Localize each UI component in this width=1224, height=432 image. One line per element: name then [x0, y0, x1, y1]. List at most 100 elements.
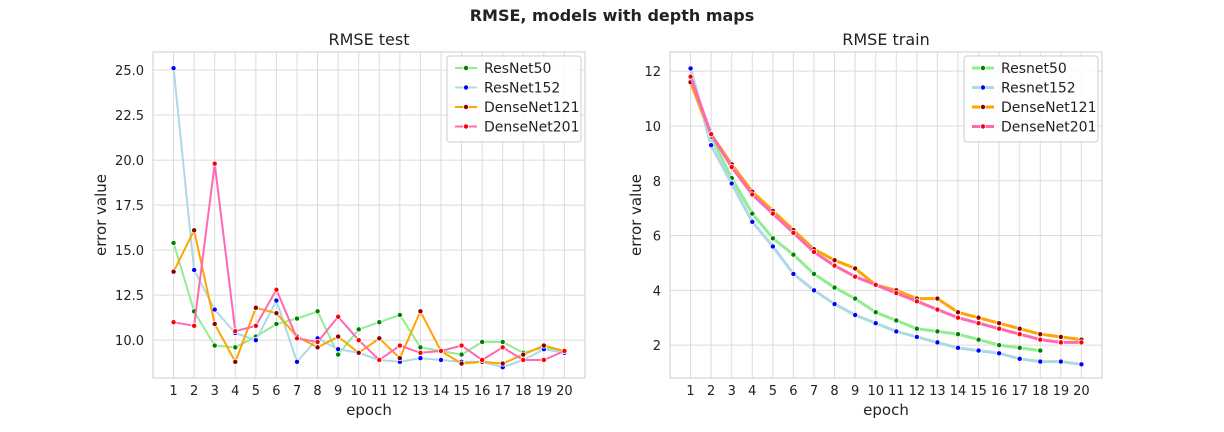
x-tick-label: 1: [686, 384, 694, 399]
legend-marker-swatch: [462, 104, 469, 111]
data-point: [520, 351, 527, 358]
x-tick-label: 11: [888, 384, 905, 399]
data-point: [955, 314, 962, 321]
data-point: [417, 308, 424, 315]
data-point: [687, 73, 694, 80]
y-tick-label: 15.0: [115, 244, 144, 259]
data-point: [852, 295, 859, 302]
data-point: [1037, 331, 1044, 338]
data-point: [252, 322, 259, 329]
data-point: [811, 287, 818, 294]
legend-box: [446, 55, 582, 143]
data-point: [893, 317, 900, 324]
data-point: [1078, 361, 1085, 368]
data-point: [934, 328, 941, 335]
legend-label: DenseNet201: [1001, 120, 1096, 136]
data-point: [170, 319, 177, 326]
data-point: [520, 356, 527, 363]
legend-box: [963, 55, 1099, 143]
data-point: [273, 297, 280, 304]
legend-marker-swatch: [462, 123, 469, 130]
data-point: [769, 210, 776, 217]
data-point: [499, 338, 506, 345]
data-point: [479, 338, 486, 345]
data-point: [458, 351, 465, 358]
data-point: [396, 311, 403, 318]
legend-marker-swatch: [980, 104, 987, 111]
y-tick-label: 20.0: [115, 154, 144, 169]
data-point: [852, 273, 859, 280]
x-tick-label: 9: [334, 384, 342, 399]
data-point: [1016, 331, 1023, 338]
legend: ResNet50 ResNet152 DenseNet121 DenseNet201: [446, 55, 582, 143]
data-point: [170, 65, 177, 72]
data-point: [273, 320, 280, 327]
legend-label: DenseNet201: [484, 120, 579, 136]
data-point: [955, 309, 962, 316]
data-point: [872, 320, 879, 327]
data-point: [769, 243, 776, 250]
panel-rmse-train: 1 2 3 4 5 6 7 8 9 10 11 12 13 14 15 16 17 18 19 2024681012R…: [627, 30, 1103, 419]
data-point: [975, 347, 982, 354]
data-point: [499, 344, 506, 351]
x-tick-label: 11: [371, 384, 388, 399]
y-tick-label: 2: [653, 339, 661, 354]
data-point: [211, 320, 218, 327]
chart-title: RMSE test: [329, 30, 410, 49]
data-point: [996, 342, 1003, 349]
data-point: [437, 347, 444, 354]
legend-marker-swatch: [980, 123, 987, 130]
legend-label: ResNet50: [484, 61, 551, 77]
data-point: [1078, 339, 1085, 346]
series-line: [689, 75, 1083, 344]
data-point: [1057, 358, 1064, 365]
x-tick-label: 5: [252, 384, 260, 399]
data-point: [355, 326, 362, 333]
y-tick-label: 6: [653, 230, 661, 245]
data-point: [872, 309, 879, 316]
legend-marker-swatch: [980, 84, 987, 91]
x-tick-label: 18: [515, 384, 532, 399]
x-tick-label: 13: [929, 384, 946, 399]
data-point: [934, 295, 941, 302]
x-tick-label: 14: [433, 384, 450, 399]
x-tick-label: 4: [748, 384, 756, 399]
x-tick-label: 18: [1032, 384, 1049, 399]
data-point: [293, 358, 300, 365]
data-point: [396, 355, 403, 362]
data-point: [913, 325, 920, 332]
data-point: [335, 346, 342, 353]
data-point: [831, 262, 838, 269]
data-point: [479, 356, 486, 363]
data-point: [996, 320, 1003, 327]
x-axis-label: epoch: [863, 401, 909, 419]
data-point: [417, 355, 424, 362]
data-point: [396, 342, 403, 349]
data-point: [811, 248, 818, 255]
data-point: [728, 164, 735, 171]
x-tick-label: 8: [830, 384, 838, 399]
x-tick-label: 5: [769, 384, 777, 399]
legend: Resnet50 Resnet152 DenseNet121 DenseNet201: [963, 55, 1099, 143]
x-axis-label: epoch: [346, 401, 392, 419]
plot-frame: [669, 51, 1103, 379]
series-resnet152: [687, 65, 1085, 368]
y-tick-label: 25.0: [115, 64, 144, 79]
data-point: [955, 344, 962, 351]
data-point: [1016, 325, 1023, 332]
data-point: [335, 313, 342, 320]
plot-frame: [152, 51, 586, 379]
x-tick-label: 3: [728, 384, 736, 399]
y-tick-label: 10: [644, 120, 661, 135]
data-point: [1037, 347, 1044, 354]
data-point: [170, 239, 177, 246]
data-point: [790, 270, 797, 277]
data-point: [273, 310, 280, 317]
series-line: [172, 241, 566, 356]
x-tick-label: 16: [991, 384, 1008, 399]
x-tick-label: 20: [556, 384, 573, 399]
series-densenet201: [687, 73, 1085, 346]
x-tick-label: 19: [536, 384, 553, 399]
data-point: [191, 266, 198, 273]
data-point: [252, 337, 259, 344]
